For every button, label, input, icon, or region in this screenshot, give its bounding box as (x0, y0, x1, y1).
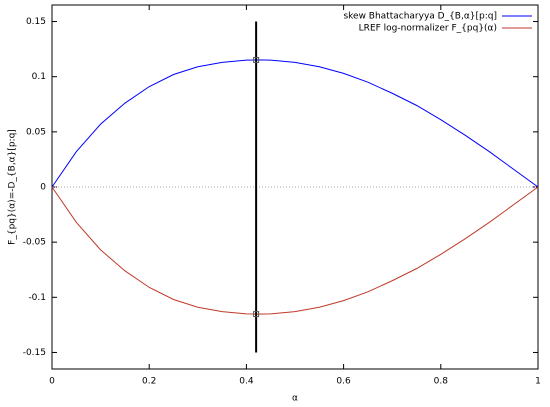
x-tick-label: 1 (535, 377, 541, 387)
marker-point (253, 56, 260, 63)
y-tick-label: 0.15 (26, 17, 46, 27)
y-tick-label: -0.15 (23, 348, 46, 358)
y-tick-label: 0.05 (26, 127, 46, 137)
legend-label: LREF log-normalizer F_{pq}(α) (359, 24, 497, 34)
y-axis-label: F_{pq}(α)=-D_{B,α}[p:q] (8, 129, 18, 245)
x-tick-label: 0.8 (434, 377, 449, 387)
series-line (51, 186, 539, 315)
x-tick-label: 0.2 (142, 377, 156, 387)
x-axis-label: α (292, 394, 298, 404)
y-tick-label: 0 (40, 183, 46, 193)
y-tick-label: 0.1 (32, 72, 46, 82)
x-tick-label: 0.6 (336, 377, 351, 387)
marker-point (253, 311, 260, 318)
y-tick-label: -0.05 (23, 238, 46, 248)
x-tick-label: 0.4 (239, 377, 254, 387)
x-tick-label: 0 (49, 377, 55, 387)
series-line (51, 59, 539, 188)
legend-label: skew Bhattacharyya D_{B,α}[p:q] (343, 12, 497, 22)
y-tick-label: -0.1 (28, 293, 46, 303)
